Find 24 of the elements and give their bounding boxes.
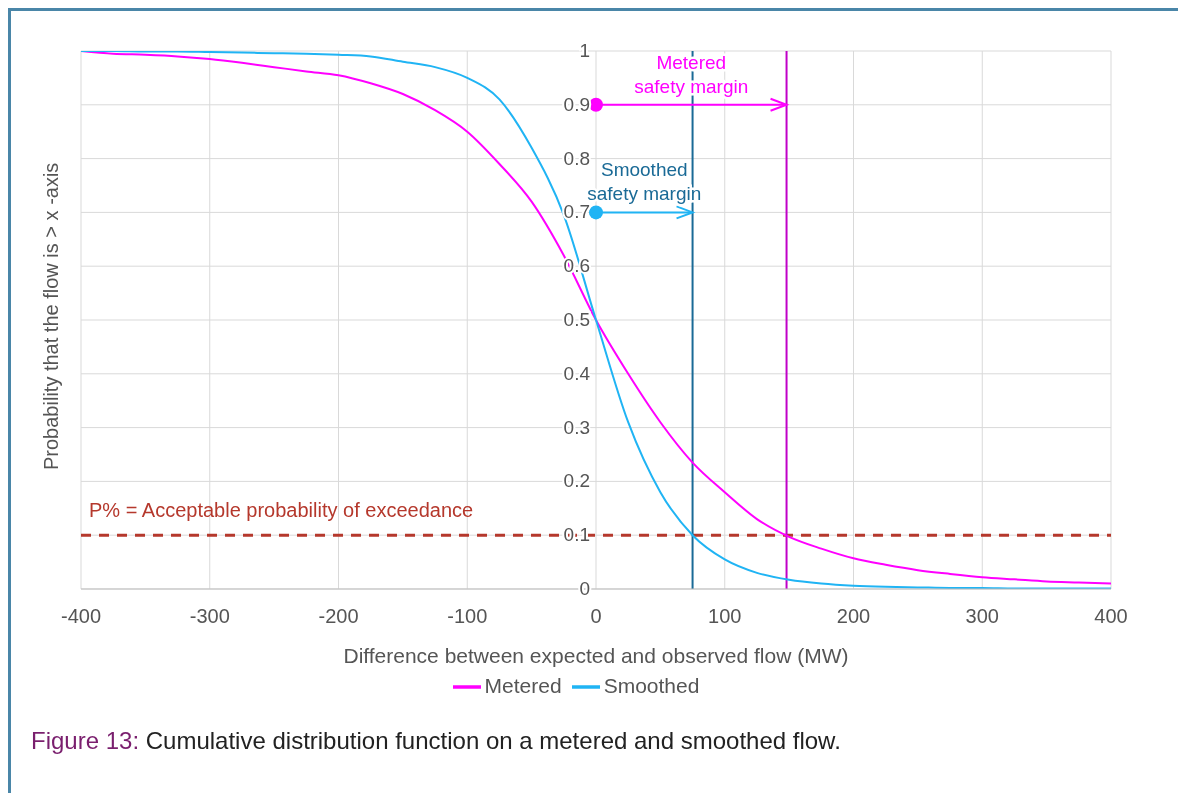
y-tick-label: 0 [579, 578, 590, 599]
x-tick-label: 400 [1094, 605, 1128, 628]
y-tick-label: 0.7 [563, 201, 590, 223]
y-tick-label: 0.9 [563, 93, 590, 115]
x-axis-title: Difference between expected and observed flow (MW) [343, 644, 849, 667]
y-tick-label: 0.2 [563, 470, 590, 492]
x-tick-label: 100 [708, 605, 742, 628]
y-tick-label: 0.1 [563, 524, 590, 546]
x-tick-label: -400 [60, 605, 102, 628]
legend-label: Metered [484, 673, 562, 697]
y-tick-label: 0.5 [563, 309, 590, 330]
y-tick-label: 0.8 [563, 147, 590, 169]
x-tick-label: -200 [318, 605, 359, 628]
y-tick-label: 0.3 [563, 416, 590, 438]
y-tick-label: 1 [579, 40, 590, 61]
y-axis-title: Probability that the flow is > x -axis [40, 162, 63, 470]
y-tick-label: 0.4 [563, 362, 591, 384]
x-tick-label: 300 [965, 605, 999, 628]
x-tick-label: -100 [447, 605, 488, 628]
caption: Figure 13: Cumulative distribution function on a metered and smoothed flow. [31, 727, 842, 755]
ref-line-label: P% = Acceptable probability of exceedance [89, 499, 474, 522]
x-tick-label: 200 [836, 605, 871, 628]
x-tick-label: -300 [189, 605, 230, 628]
legend-label: Smoothed [603, 673, 700, 697]
